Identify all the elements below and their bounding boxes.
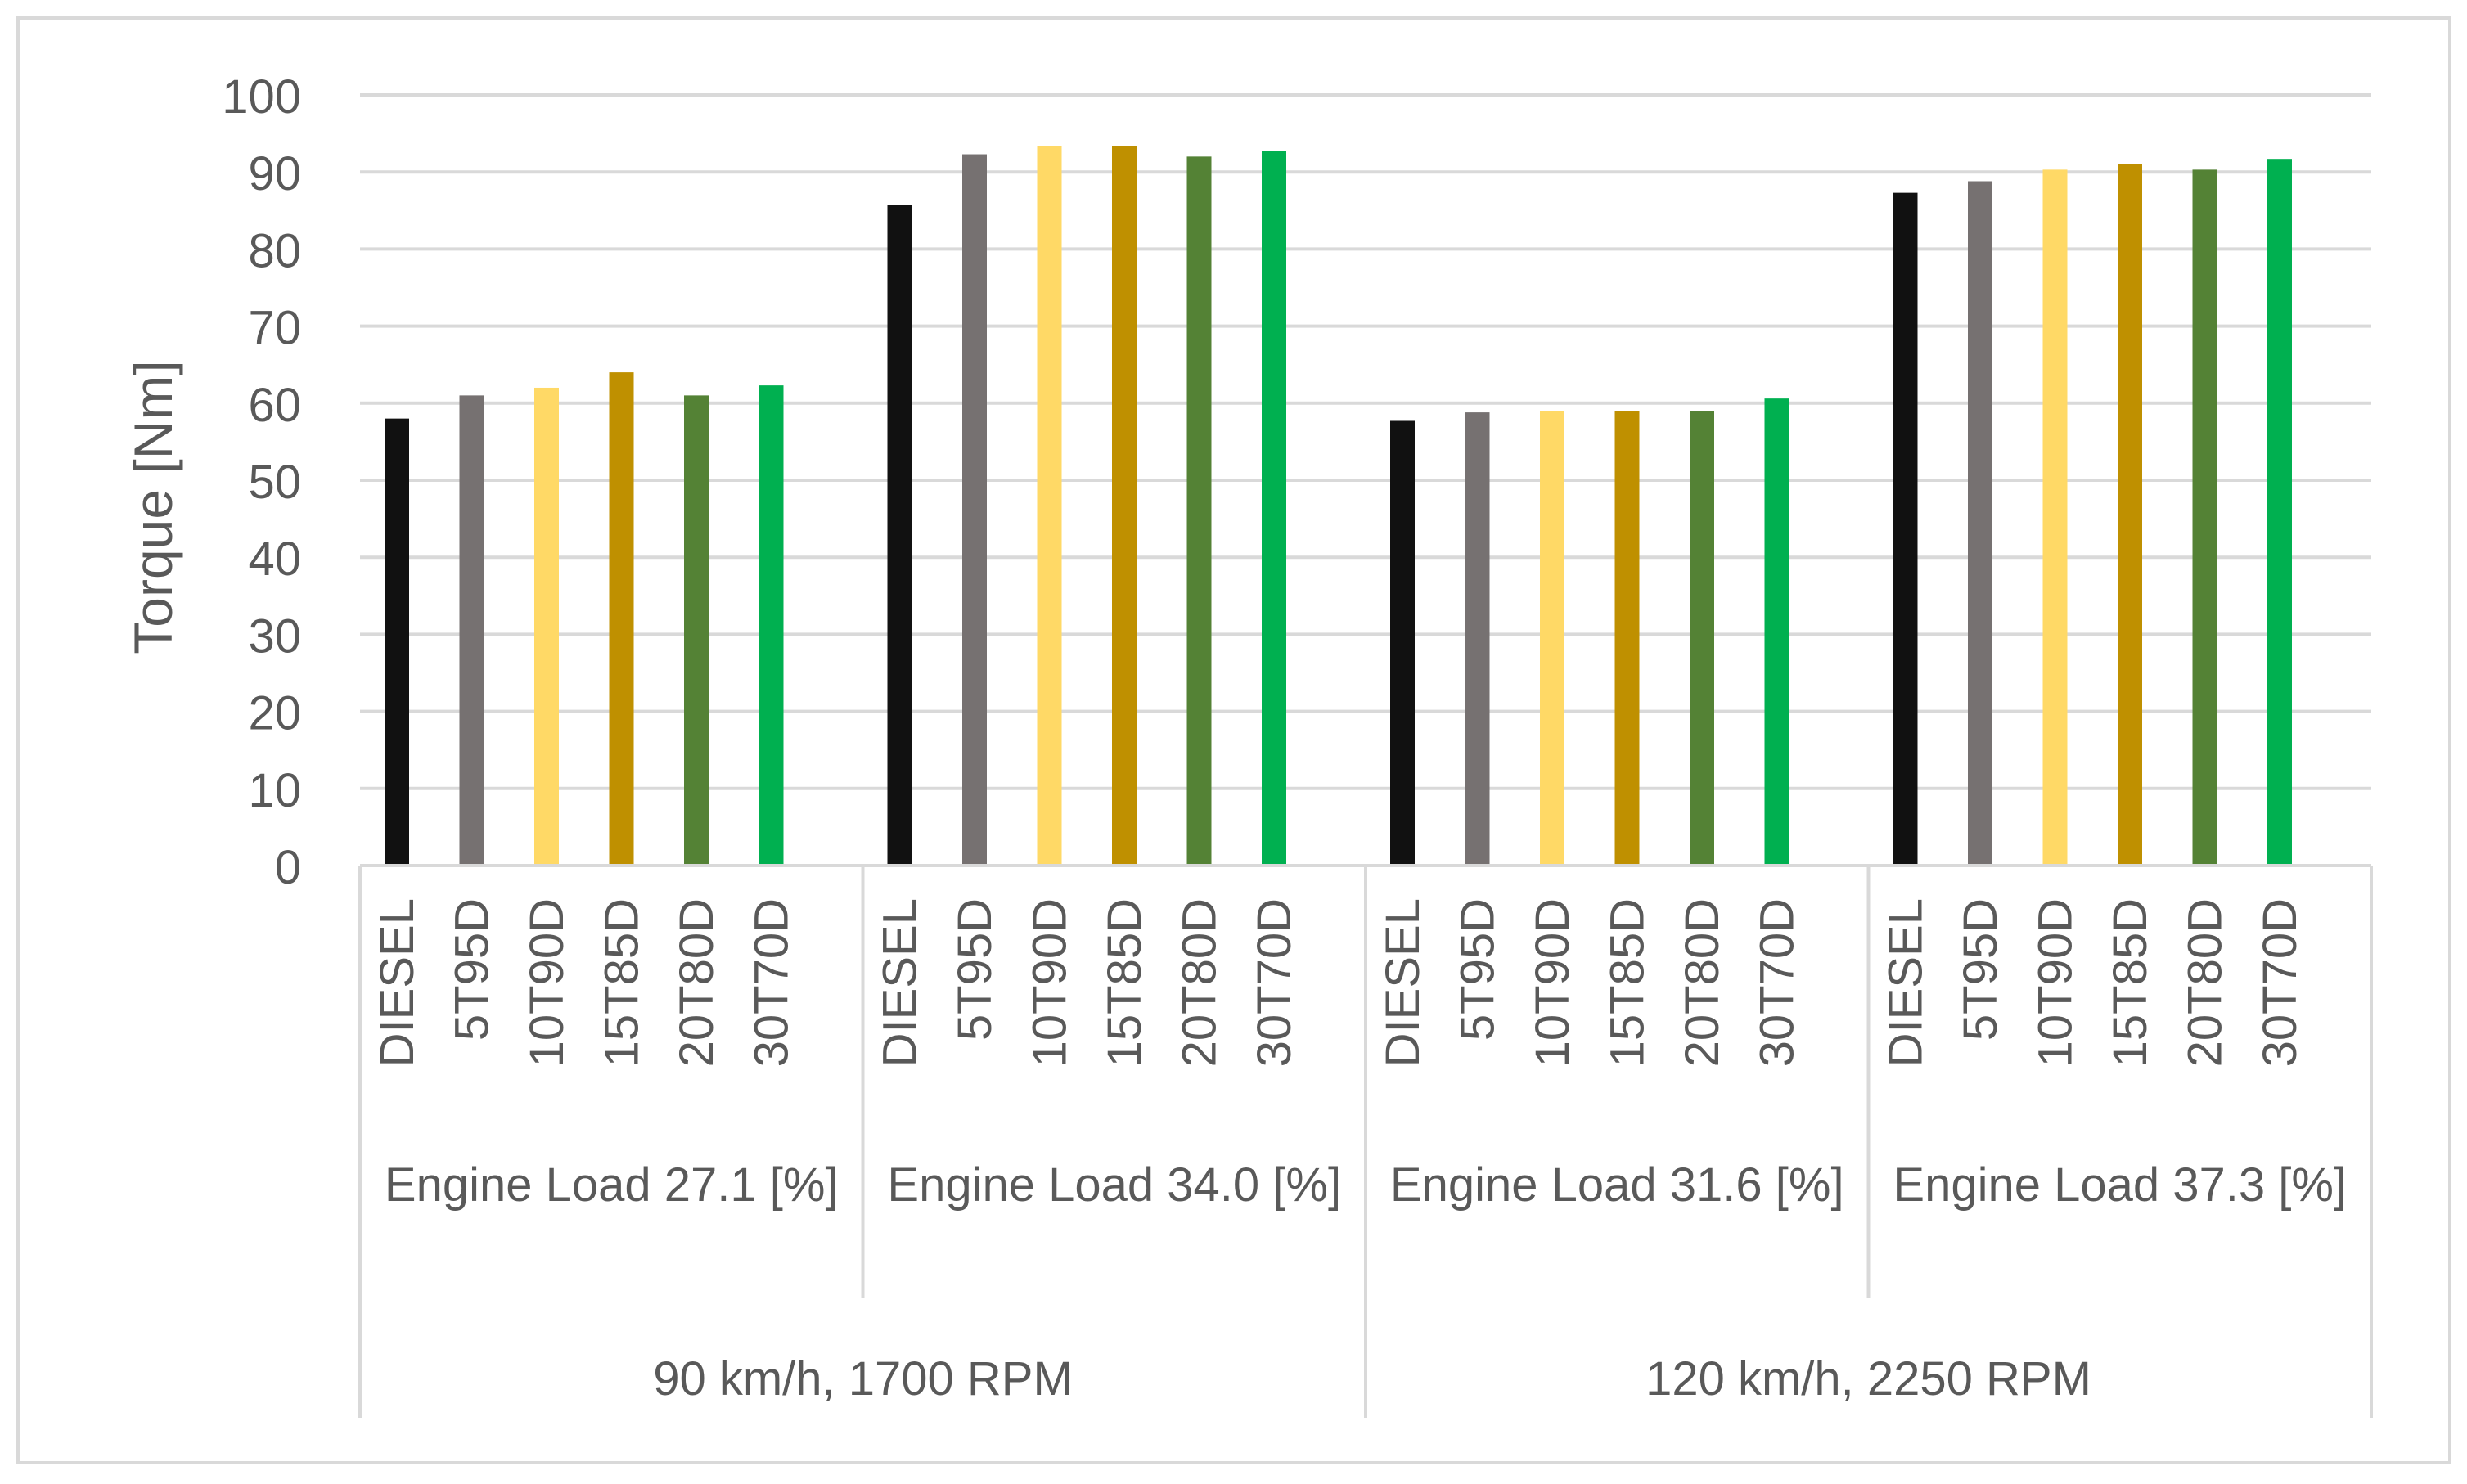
bar-10t90d-group-3 bbox=[1540, 411, 1564, 866]
engine-load-label: Engine Load 31.6 [%] bbox=[1390, 1158, 1844, 1212]
y-tick-label: 60 bbox=[248, 379, 301, 432]
category-label: 30T70D bbox=[1751, 898, 1804, 1067]
category-label: 20T80D bbox=[1676, 898, 1729, 1067]
bar-5t95d-group-2 bbox=[962, 154, 987, 866]
bar-10t90d-group-1 bbox=[534, 387, 559, 866]
bar-10t90d-group-4 bbox=[2042, 169, 2068, 866]
category-label: 15T85D bbox=[2104, 898, 2157, 1067]
category-label: 5T95D bbox=[948, 898, 1002, 1041]
category-label: 20T80D bbox=[670, 898, 723, 1067]
bar-30t70d-group-2 bbox=[1262, 151, 1286, 866]
y-axis-label: Torque [Nm] bbox=[123, 360, 183, 654]
y-tick-label: 50 bbox=[248, 456, 301, 509]
y-tick-label: 70 bbox=[248, 302, 301, 355]
y-tick-label: 80 bbox=[248, 224, 301, 277]
category-label: 10T90D bbox=[2029, 898, 2082, 1067]
y-tick-label: 40 bbox=[248, 533, 301, 586]
bar-20t80d-group-4 bbox=[2192, 169, 2217, 866]
speed-label: 90 km/h, 1700 RPM bbox=[653, 1352, 1073, 1405]
y-tick-label: 30 bbox=[248, 609, 301, 663]
bar-30t70d-group-3 bbox=[1764, 398, 1789, 866]
bar-15t85d-group-3 bbox=[1614, 411, 1640, 866]
category-label: 10T90D bbox=[520, 898, 574, 1067]
category-labels: DIESEL 5T95D 10T90D 15T85D 20T80D 30T70D DIESE… bbox=[371, 898, 2307, 1067]
engine-load-label: Engine Load 27.1 [%] bbox=[385, 1158, 839, 1212]
y-tick-labels: 0 10 20 30 40 50 60 70 80 90 100 bbox=[222, 70, 301, 894]
bar-20t80d-group-1 bbox=[684, 395, 709, 866]
y-tick-label: 100 bbox=[222, 70, 301, 124]
category-label: 10T90D bbox=[1024, 898, 1077, 1067]
speed-labels: 90 km/h, 1700 RPM 120 km/h, 2250 RPM bbox=[653, 1352, 2091, 1405]
category-label: 30T70D bbox=[745, 898, 799, 1067]
bars bbox=[385, 146, 2292, 866]
y-tick-label: 0 bbox=[275, 841, 301, 894]
category-label: DIESEL bbox=[1376, 898, 1429, 1067]
speed-label: 120 km/h, 2250 RPM bbox=[1645, 1352, 2091, 1405]
category-label: 10T90D bbox=[1526, 898, 1579, 1067]
bar-15t85d-group-4 bbox=[2118, 164, 2142, 866]
y-tick-label: 20 bbox=[248, 687, 301, 740]
category-label: 20T80D bbox=[1173, 898, 1227, 1067]
engine-load-label: Engine Load 37.3 [%] bbox=[1893, 1158, 2347, 1212]
engine-load-label: Engine Load 34.0 [%] bbox=[887, 1158, 1341, 1212]
bar-diesel-group-4 bbox=[1893, 192, 1918, 866]
bar-15t85d-group-2 bbox=[1112, 146, 1137, 866]
bar-20t80d-group-2 bbox=[1186, 156, 1212, 866]
bar-10t90d-group-2 bbox=[1037, 146, 1062, 866]
category-label: 30T70D bbox=[1248, 898, 1301, 1067]
y-tick-label: 10 bbox=[248, 764, 301, 817]
bar-20t80d-group-3 bbox=[1690, 411, 1714, 866]
category-label: 20T80D bbox=[2179, 898, 2232, 1067]
category-label: DIESEL bbox=[371, 898, 424, 1067]
bar-5t95d-group-1 bbox=[459, 395, 484, 866]
category-label: 5T95D bbox=[446, 898, 499, 1041]
bar-5t95d-group-4 bbox=[1968, 181, 1992, 866]
bar-diesel-group-2 bbox=[887, 205, 912, 866]
category-label: DIESEL bbox=[874, 898, 927, 1067]
y-tick-label: 90 bbox=[248, 147, 301, 200]
bar-5t95d-group-3 bbox=[1465, 412, 1490, 866]
category-label: 5T95D bbox=[1452, 898, 1505, 1041]
chart-frame bbox=[16, 16, 2451, 1464]
bar-diesel-group-3 bbox=[1390, 420, 1415, 866]
category-label: 15T85D bbox=[596, 898, 649, 1067]
category-label: 15T85D bbox=[1098, 898, 1151, 1067]
category-axis bbox=[358, 864, 2373, 1418]
bar-30t70d-group-1 bbox=[759, 385, 784, 866]
category-label: 30T70D bbox=[2253, 898, 2307, 1067]
bar-15t85d-group-1 bbox=[609, 372, 634, 866]
bar-diesel-group-1 bbox=[385, 418, 409, 866]
bar-30t70d-group-4 bbox=[2267, 159, 2292, 866]
category-label: 5T95D bbox=[1954, 898, 2007, 1041]
category-label: DIESEL bbox=[1880, 898, 1933, 1067]
engine-load-labels: Engine Load 27.1 [%] Engine Load 34.0 [%]… bbox=[385, 1158, 2347, 1212]
category-label: 15T85D bbox=[1601, 898, 1654, 1067]
